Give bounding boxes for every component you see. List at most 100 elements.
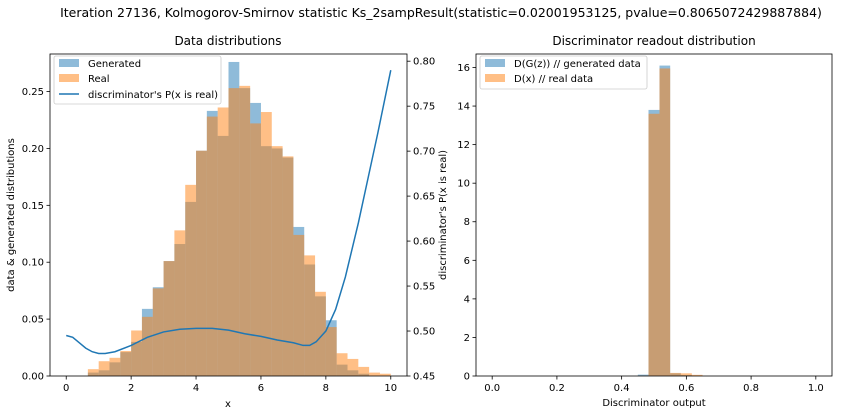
chart1-discriminator-curve [66,70,392,355]
figure-suptitle: Iteration 27136, Kolmogorov-Smirnov stat… [60,5,822,20]
chart1-y2label: discriminator's P(x is real) [438,150,449,280]
bar-real-22 [304,255,316,376]
chart1-y-tick-label: 0.00 [22,372,44,383]
chart2-y-tick-label: 12 [457,140,470,151]
bar-real-2 [87,369,99,376]
legend-swatch-real [59,74,79,82]
bar-real-17 [250,123,261,376]
chart1-ylabel: data & generated distributions [6,138,17,292]
chart1-y2-tick-label: 0.60 [413,237,435,248]
discriminator-readout-chart: Discriminator readout distribution 0.0 0.… [457,34,833,409]
bar-real-10 [174,230,186,376]
chart2-y-tick-label: 10 [457,179,470,190]
chart2-y-tick-label: 14 [457,102,470,113]
bar-real-4 [680,373,692,376]
chart1-xlabel: x [225,399,231,410]
chart2-y-tick-label: 0 [464,372,470,383]
bar-real-20 [282,156,294,376]
chart2-xtick-label: 0.8 [743,383,759,394]
chart1-xtick-label: 4 [193,383,199,394]
chart1-y2-tick-label: 0.75 [413,102,435,113]
chart2-xtick-label: 0.0 [484,383,500,394]
bar-real-28 [369,372,380,376]
bar-real-4 [109,357,121,376]
bar-real-12 [196,150,207,376]
bar-real-13 [206,116,218,376]
chart1-xtick-label: 8 [323,383,329,394]
chart1-y-tick-label: 0.20 [22,144,44,155]
bar-real-2 [659,68,671,377]
chart2-y-tick-label: 4 [464,294,470,305]
bar-real-15 [228,88,240,376]
chart2-xlabel: Discriminator output [602,398,705,409]
chart1-xtick-label: 6 [258,383,264,394]
chart1-y-tick-label: 0.15 [22,201,44,212]
bar-real-3 [670,372,681,376]
chart1-y2-tick-label: 0.55 [413,282,435,293]
legend-label-real: Real [88,74,110,85]
chart1-y2-tick-label: 0.45 [413,372,435,383]
bar-real-1 [648,113,660,377]
chart1-y2-tick-label: 0.65 [413,192,435,203]
chart1-xtick-label: 2 [128,383,134,394]
chart1-xticks: 0 2 4 6 8 10 [63,376,397,394]
chart2-y-tick-label: 8 [464,217,470,228]
chart1-y2-tick-label: 0.50 [413,327,435,338]
bar-real-5 [120,350,132,376]
chart2-legend: D(G(z)) // generated data D(x) // real d… [479,55,648,90]
bar-real-7 [141,316,153,376]
bar-real-21 [293,234,305,376]
legend-label-generated: Generated [88,59,141,70]
chart2-y-tick-label: 2 [464,333,470,344]
chart1-y2-tick-label: 0.70 [413,147,435,158]
bar-real-16 [239,85,251,377]
chart1-xtick-label: 0 [63,383,69,394]
legend-swatch-real-readout [485,74,505,82]
chart2-y-tick-label: 16 [457,63,470,74]
bar-real-9 [163,261,175,376]
bar-real-24 [325,327,337,376]
chart1-title: Data distributions [174,34,281,48]
bar-real-23 [315,291,326,376]
bar-real-27 [358,366,370,376]
bar-real-8 [152,288,164,376]
chart2-xtick-label: 0.2 [549,383,565,394]
chart2-yticks: 0 2 4 6 8 10 12 14 16 [457,63,476,383]
chart1-y2ticks: 0.45 0.50 0.55 0.60 0.65 0.70 0.75 0.80 [407,57,435,383]
legend-label-real-readout: D(x) // real data [514,74,593,85]
chart1-y-tick-label: 0.05 [22,315,44,326]
bar-generated-0 [637,374,649,376]
bar-real-25 [336,353,348,376]
chart2-y-tick-label: 6 [464,256,470,267]
chart1-xtick-label: 10 [384,383,397,394]
chart2-xticks: 0.0 0.2 0.4 0.6 0.8 1.0 [484,376,824,394]
chart1-legend-box [53,55,222,105]
legend-swatch-generated [59,59,79,67]
bar-real-3 [98,361,110,376]
chart1-frame [49,53,408,377]
data-distributions-chart: Data distributions 0 2 4 6 8 10 0.000.050.100… [6,34,449,410]
chart2-xtick-label: 1.0 [808,383,824,394]
legend-label-discriminator: discriminator's P(x is real) [88,90,218,101]
bar-real-14 [217,107,229,376]
chart1-y-tick-label: 0.10 [22,258,44,269]
chart2-frame [475,53,833,377]
chart1-bars [87,61,391,377]
chart1-legend: Generated Real discriminator's P(x is re… [53,55,222,105]
bar-real-5 [691,374,703,376]
bar-real-26 [347,358,359,376]
chart1-y-tick-label: 0.25 [22,87,44,98]
bar-real-11 [185,184,197,376]
bar-real-6 [131,330,142,376]
chart1-yticks: 0.00 0.05 0.10 0.15 0.20 0.25 [22,87,50,383]
bar-real-18 [260,112,272,376]
legend-label-generated-readout: D(G(z)) // generated data [514,59,641,70]
chart1-y2-tick-label: 0.80 [413,57,435,68]
bar-real-29 [379,373,391,376]
chart2-xtick-label: 0.4 [614,383,630,394]
chart2-legend-box [479,55,648,90]
legend-swatch-generated-readout [485,59,505,67]
bar-real-19 [271,146,283,376]
chart2-title: Discriminator readout distribution [552,34,755,48]
